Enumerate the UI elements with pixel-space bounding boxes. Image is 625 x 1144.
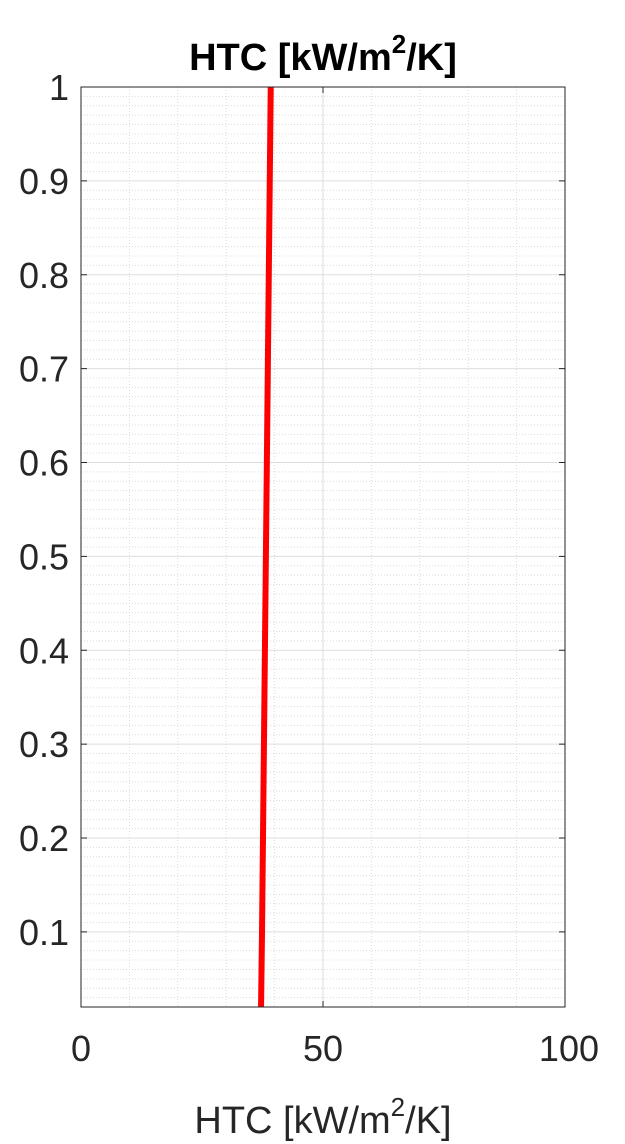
y-tick-label: 0.4 bbox=[19, 630, 69, 671]
y-tick-label: 0.6 bbox=[19, 443, 69, 484]
x-tick-label: 50 bbox=[303, 1028, 343, 1069]
y-tick-label: 0.2 bbox=[19, 818, 69, 859]
y-tick-label: 0.3 bbox=[19, 724, 69, 765]
chart-title-superscript: 2 bbox=[392, 29, 406, 59]
x-tick-label: 100 bbox=[539, 1028, 599, 1069]
series-line bbox=[258, 86, 274, 1008]
major-grid bbox=[81, 87, 565, 1007]
x-axis-label-suffix: /K] bbox=[405, 1100, 451, 1142]
chart-title-suffix: /K] bbox=[406, 37, 457, 79]
x-axis-label-superscript: 2 bbox=[391, 1092, 405, 1122]
y-tick-label: 0.1 bbox=[19, 912, 69, 953]
chart-title-main: HTC [kW/m bbox=[189, 37, 392, 79]
series-layer bbox=[258, 86, 274, 1008]
x-axis-label: HTC [kW/m2/K] bbox=[194, 1092, 451, 1142]
x-axis-label-main: HTC [kW/m bbox=[194, 1100, 390, 1142]
tick-marks bbox=[80, 86, 566, 1007]
y-tick-label: 1 bbox=[49, 67, 69, 108]
y-tick-label: 0.8 bbox=[19, 255, 69, 296]
y-tick-label: 0.7 bbox=[19, 349, 69, 390]
y-tick-label: 0.9 bbox=[19, 161, 69, 202]
chart-title: HTC [kW/m2/K] bbox=[189, 29, 457, 79]
x-tick-label: 0 bbox=[71, 1028, 91, 1069]
y-tick-label: 0.5 bbox=[19, 536, 69, 577]
minor-grid bbox=[81, 87, 565, 1007]
x-tick-labels: 0 50 100 bbox=[71, 1028, 599, 1069]
y-tick-labels: 0.1 0.2 0.3 0.4 0.5 0.6 0.7 0.8 0.9 1 bbox=[19, 67, 69, 953]
